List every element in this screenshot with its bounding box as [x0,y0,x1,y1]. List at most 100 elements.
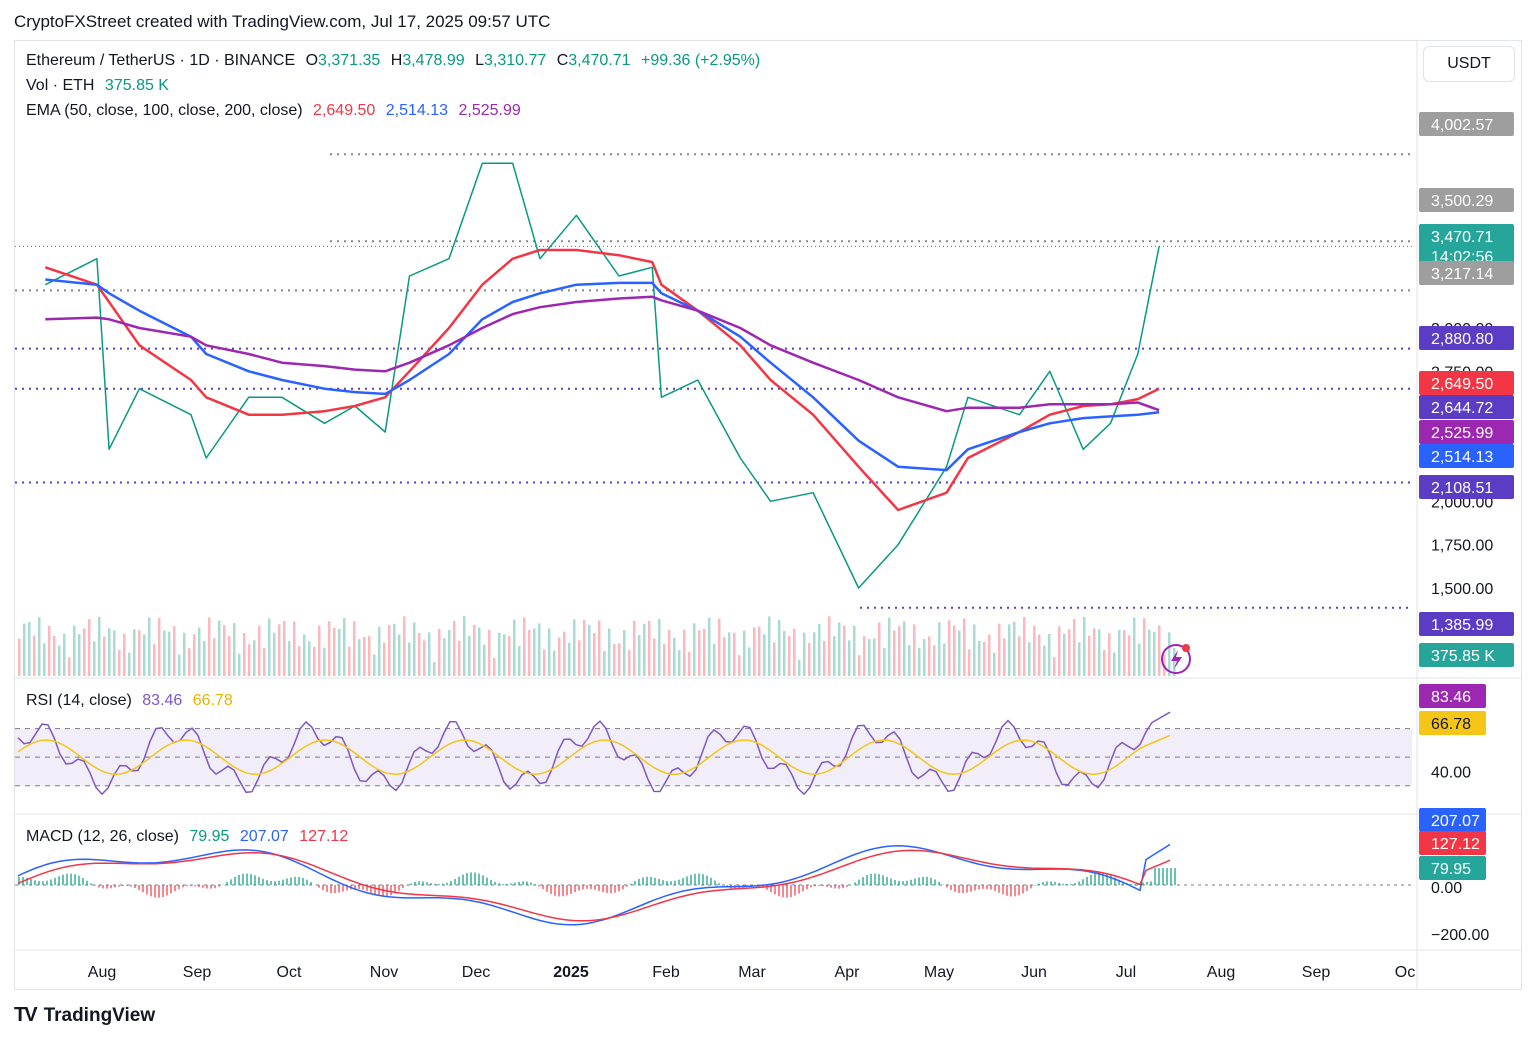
macd-hist-bar [862,877,864,885]
volume-bar [48,625,51,676]
change-value: +99.36 (+2.95%) [641,52,761,69]
macd-hist-bar [602,885,604,893]
macd-hist-bar [514,882,516,885]
volume-bar [993,652,996,676]
macd-hist-bar [814,885,816,887]
macd-tick: 0.00 [1431,880,1462,897]
volume-bar [313,646,316,676]
chart-frame[interactable] [14,40,1522,990]
macd-hist-bar [678,879,680,885]
volume-bar [778,619,781,676]
macd-hist-bar [282,879,284,885]
price-tag-label: 2,880.80 [1431,331,1493,348]
volume-bar [203,641,206,676]
volume-bar [1043,645,1046,676]
macd-hist-bar [794,885,796,896]
macd-hist-bar [694,873,696,885]
time-tick: Feb [652,964,680,981]
volume-bar [628,650,631,676]
ema-label[interactable]: EMA (50, close, 100, close, 200, close) [26,102,303,119]
volume-bar [698,630,701,676]
volume-bar [363,636,366,676]
volume-bar [818,623,821,676]
macd-hist-bar [474,872,476,885]
price-tag-grey [1419,261,1514,285]
macd-hist-bar [202,885,204,888]
volume-bar [1063,633,1066,676]
macd-hist-bar [182,885,184,888]
macd-hist-bar [246,873,248,885]
currency-button[interactable]: USDT [1423,46,1515,82]
macd-hist-bar [90,883,92,885]
volume-bar [378,626,381,676]
macd-hist-bar [102,885,104,889]
macd-hist-bar [462,874,464,885]
macd-hist-bar [634,881,636,885]
macd-hist-bar [930,877,932,885]
macd-hist-bar [370,885,372,893]
symbol-title[interactable]: Ethereum / TetherUS · 1D · BINANCE [26,52,296,69]
macd-hist-bar [390,885,392,896]
volume-bar [188,648,191,676]
macd-hist-bar [266,880,268,885]
volume-bar [168,631,171,676]
volume-bar [1093,628,1096,676]
macd-hist-bar [874,873,876,885]
volume-bar [33,635,36,676]
volume-bar [1018,636,1021,676]
macd-hist-bar [806,885,808,890]
volume-bar [413,622,416,676]
rsi-label[interactable]: RSI (14, close) [26,692,132,709]
volume-bar [528,629,531,676]
time-tick: Jun [1021,964,1047,981]
macd-hist-bar [906,880,908,885]
macd-hist-bar [670,881,672,885]
macd-hist-bar [422,881,424,885]
macd-hist-bar [310,882,312,885]
macd-hist-bar [994,885,996,892]
macd-hist-bar [226,882,228,885]
macd-hist-bar [494,881,496,885]
macd-hist-bar [158,885,160,898]
volume-bar [23,623,26,676]
macd-hist-bar [1030,885,1032,889]
macd-hist-bar [1118,879,1120,885]
ema50-value: 2,649.50 [313,102,376,119]
macd-hist-bar [1002,885,1004,895]
macd-hist-bar [894,880,896,885]
ema100-value: 2,514.13 [385,102,449,119]
macd-label[interactable]: MACD (12, 26, close) [26,828,179,845]
macd-hist-bar [958,885,960,893]
macd-hist-bar [834,885,836,889]
volume-bar [808,642,811,676]
volume-label[interactable]: Vol · ETH [26,77,95,94]
macd-hist-bar [690,874,692,885]
volume-bar [963,618,966,676]
macd-hist-bar [178,885,180,890]
series-ethereum-tetherus [44,162,1160,589]
tradingview-logo[interactable]: TV TradingView [14,1004,155,1027]
time-tick: Mar [738,964,766,981]
macd-hist-bar [434,883,436,885]
volume-bar [1168,632,1171,676]
macd-hist-bar [1046,881,1048,885]
macd-hist-bar [334,885,336,894]
volume-bar [643,623,646,676]
macd-hist-bar [1146,881,1148,885]
volume-bar [708,617,711,676]
macd-hist-bar [354,885,356,889]
macd-hist-bar [470,872,472,885]
lightning-bolt-icon [1171,650,1182,669]
volume-bar [498,632,501,676]
macd-hist-bar [114,885,116,888]
macd-hist-bar [58,876,60,885]
volume-bar [428,632,431,676]
volume-bar [318,625,321,676]
volume-bar [658,618,661,676]
macd-hist-bar [978,885,980,890]
macd-hist-bar [366,885,368,892]
volume-bar [483,644,486,676]
volume-bar [388,625,391,676]
macd-hist-bar [938,881,940,885]
